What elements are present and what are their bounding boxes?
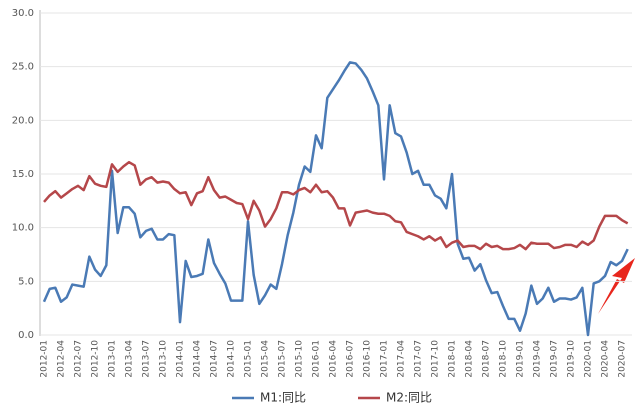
x-tick-label: 2020-07 — [618, 340, 628, 378]
series-line — [43, 160, 629, 251]
x-tick-label: 2016-01 — [312, 340, 322, 378]
x-tick-label: 2017-07 — [414, 340, 424, 378]
y-tick-label: 10.0 — [12, 223, 34, 234]
x-tick-label: 2018-04 — [465, 340, 475, 378]
y-tick-label: 25.0 — [12, 62, 34, 73]
x-tick-label: 2012-01 — [40, 340, 50, 378]
x-tick-label: 2014-04 — [193, 340, 203, 378]
x-tick-label: 2019-04 — [533, 340, 543, 378]
x-tick-label: 2012-10 — [91, 340, 101, 378]
y-tick-label: 30.0 — [12, 8, 34, 19]
x-tick-label: 2017-04 — [397, 340, 407, 378]
x-tick-label: 2014-07 — [210, 340, 220, 378]
x-tick-label: 2019-10 — [567, 340, 577, 378]
x-tick-label: 2015-04 — [261, 340, 271, 378]
x-tick-label: 2015-07 — [278, 340, 288, 378]
x-tick-label: 2019-01 — [516, 340, 526, 378]
x-tick-label: 2018-01 — [448, 340, 458, 378]
x-tick-label: 2016-10 — [363, 340, 373, 378]
x-tick-label: 2020-04 — [601, 340, 611, 378]
y-tick-label: 0.0 — [18, 330, 34, 341]
x-tick-label: 2013-07 — [142, 340, 152, 378]
x-tick-label: 2020-01 — [584, 340, 594, 378]
arrow-annotation — [598, 258, 635, 314]
y-tick-label: 20.0 — [12, 115, 34, 126]
x-tick-label: 2013-04 — [125, 340, 135, 378]
x-tick-label: 2016-07 — [346, 340, 356, 378]
x-tick-label: 2017-01 — [380, 340, 390, 378]
x-tick-label: 2013-10 — [159, 340, 169, 378]
x-tick-label: 2017-10 — [431, 340, 441, 378]
x-tick-label: 2016-04 — [329, 340, 339, 378]
x-tick-label: 2012-07 — [74, 340, 84, 378]
x-tick-label: 2013-01 — [108, 340, 118, 378]
legend-label: M2:同比 — [386, 391, 432, 405]
legend-label: M1:同比 — [260, 391, 306, 405]
x-tick-label: 2014-10 — [227, 340, 237, 378]
x-tick-label: 2014-01 — [176, 340, 186, 378]
x-tick-label: 2015-01 — [244, 340, 254, 378]
y-tick-label: 5.0 — [18, 276, 34, 287]
x-tick-label: 2012-04 — [57, 340, 67, 378]
x-tick-label: 2018-10 — [499, 340, 509, 378]
x-tick-label: 2019-07 — [550, 340, 560, 378]
x-tick-label: 2015-10 — [295, 340, 305, 378]
x-tick-label: 2018-07 — [482, 340, 492, 378]
series-line — [42, 61, 629, 337]
y-tick-label: 15.0 — [12, 169, 34, 180]
